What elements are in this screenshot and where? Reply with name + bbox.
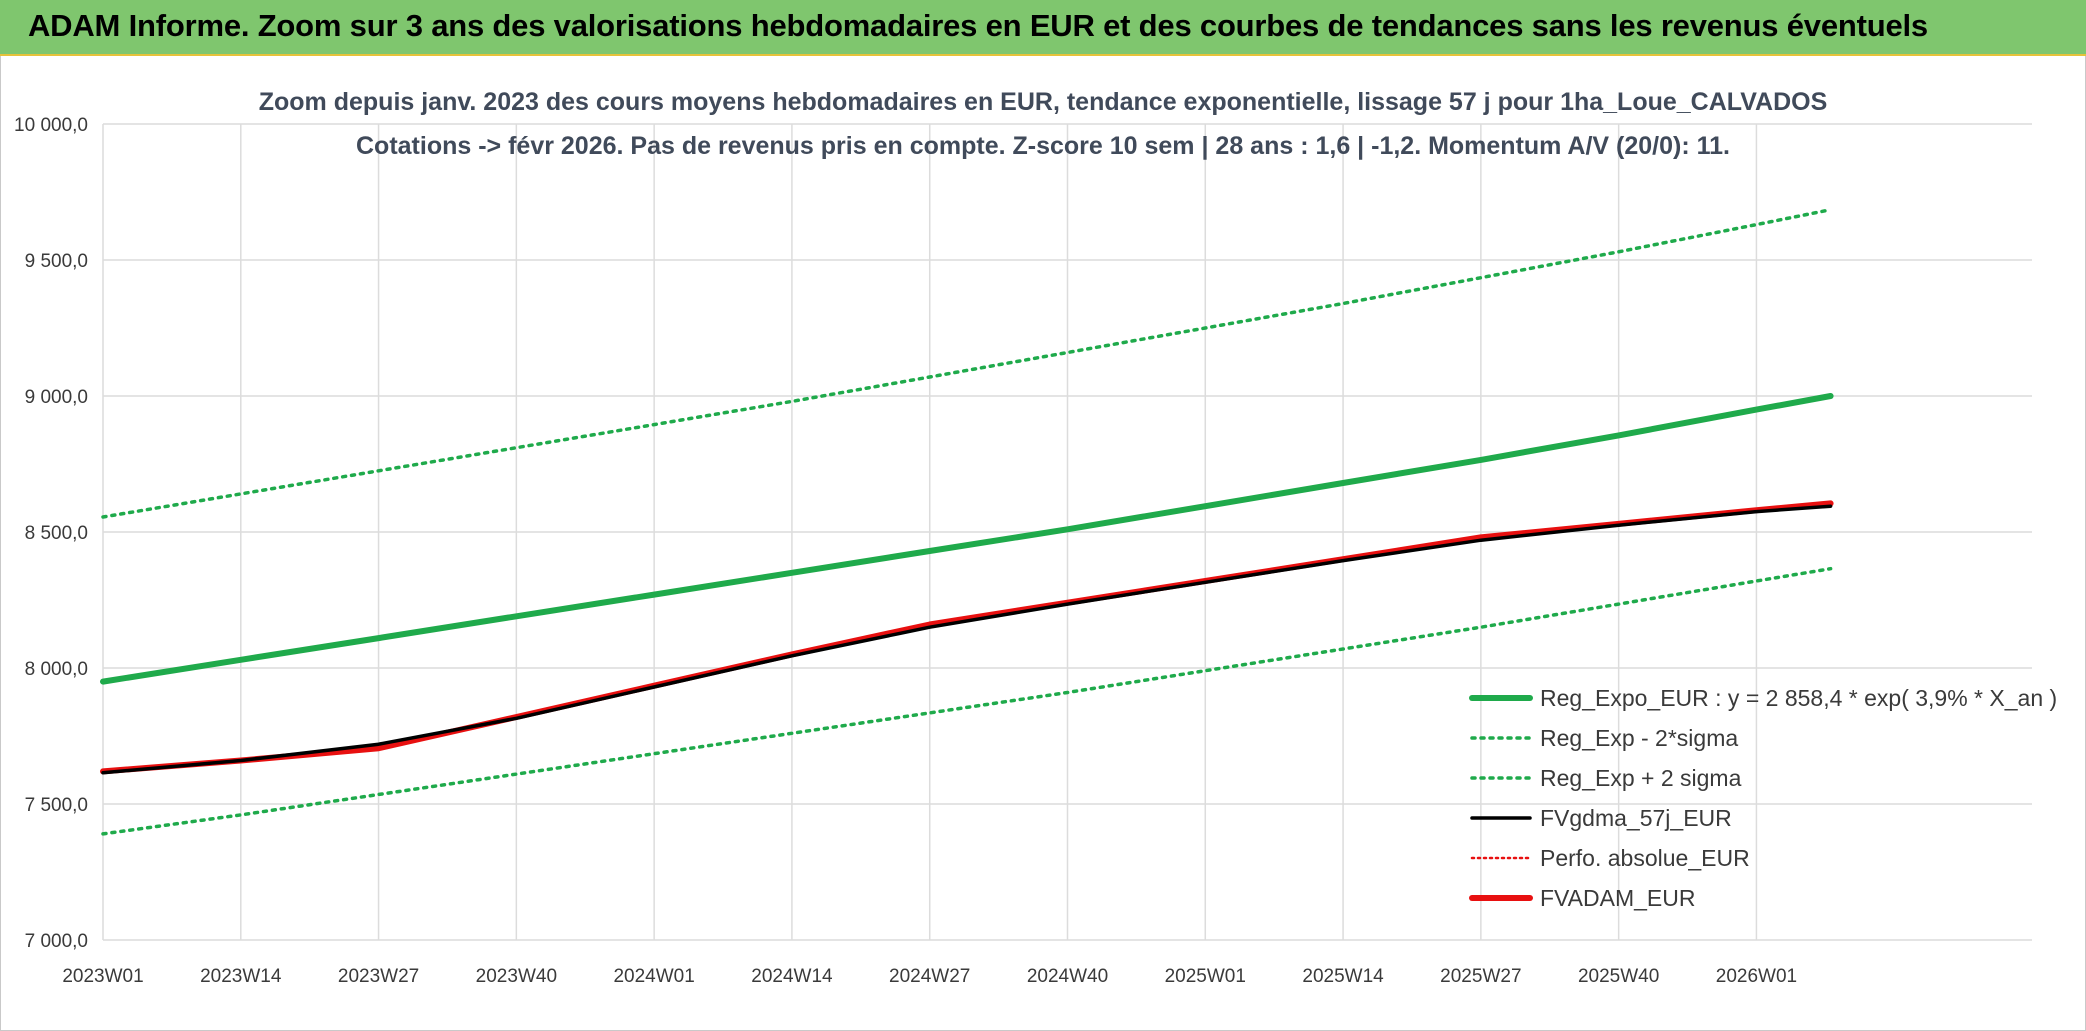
chart-grid [102, 123, 2032, 941]
x-tick-label: 2023W01 [62, 966, 143, 987]
x-tick-label: 2024W14 [751, 966, 833, 987]
x-tick-label: 2024W01 [613, 966, 694, 987]
y-tick-label: 9 000,0 [25, 387, 88, 408]
chart-title-group: Zoom depuis janv. 2023 des cours moyens … [259, 88, 1828, 160]
legend-label: Reg_Exp + 2 sigma [1540, 765, 1742, 791]
x-tick-label: 2025W40 [1578, 966, 1659, 987]
series-line-3 [101, 504, 1833, 775]
report-title: ADAM Informe. Zoom sur 3 ans des valoris… [28, 8, 1928, 43]
legend-label: Reg_Expo_EUR : y = 2 858,4 * exp( 3,9% *… [1540, 685, 2057, 711]
x-tick-label: 2023W14 [200, 966, 282, 987]
x-tick-label: 2023W40 [476, 966, 557, 987]
x-tick-label: 2025W01 [1165, 966, 1246, 987]
y-tick-label: 8 000,0 [25, 659, 88, 680]
legend-label: FVADAM_EUR [1540, 885, 1696, 911]
y-tick-label: 7 000,0 [25, 931, 88, 952]
x-axis-ticks: 2023W01 2023W14 2023W27 2023W40 2024W01 2024W… [62, 966, 1797, 987]
y-tick-label: 10 000,0 [14, 115, 88, 136]
legend-label: Perfo. absolue_EUR [1540, 845, 1750, 871]
x-tick-label: 2024W40 [1027, 966, 1108, 987]
chart-title-line-2: Cotations -> févr 2026. Pas de revenus p… [356, 132, 1730, 160]
legend-label: Reg_Exp - 2*sigma [1540, 725, 1738, 751]
series-line-2 [101, 207, 1833, 519]
y-tick-label: 8 500,0 [25, 523, 88, 544]
series-line-1 [101, 566, 1833, 836]
x-tick-label: 2025W14 [1302, 966, 1384, 987]
y-tick-label: 9 500,0 [25, 251, 88, 272]
series-lines [100, 207, 1834, 836]
x-tick-label: 2026W01 [1716, 966, 1797, 987]
x-tick-label: 2023W27 [338, 966, 419, 987]
x-tick-label: 2024W27 [889, 966, 970, 987]
series-line-0 [100, 393, 1834, 685]
legend-label: FVgdma_57j_EUR [1540, 805, 1732, 831]
x-tick-label: 2025W27 [1440, 966, 1521, 987]
report-banner: ADAM Informe. Zoom sur 3 ans des valoris… [0, 0, 2086, 56]
chart-title-line-1: Zoom depuis janv. 2023 des cours moyens … [259, 88, 1828, 116]
y-axis-ticks: 7 000,0 7 500,0 8 000,0 8 500,0 9 000,0 9 500… [14, 115, 88, 952]
y-tick-label: 7 500,0 [25, 795, 88, 816]
chart-legend: Reg_Expo_EUR : y = 2 858,4 * exp( 3,9% *… [1469, 685, 2057, 911]
